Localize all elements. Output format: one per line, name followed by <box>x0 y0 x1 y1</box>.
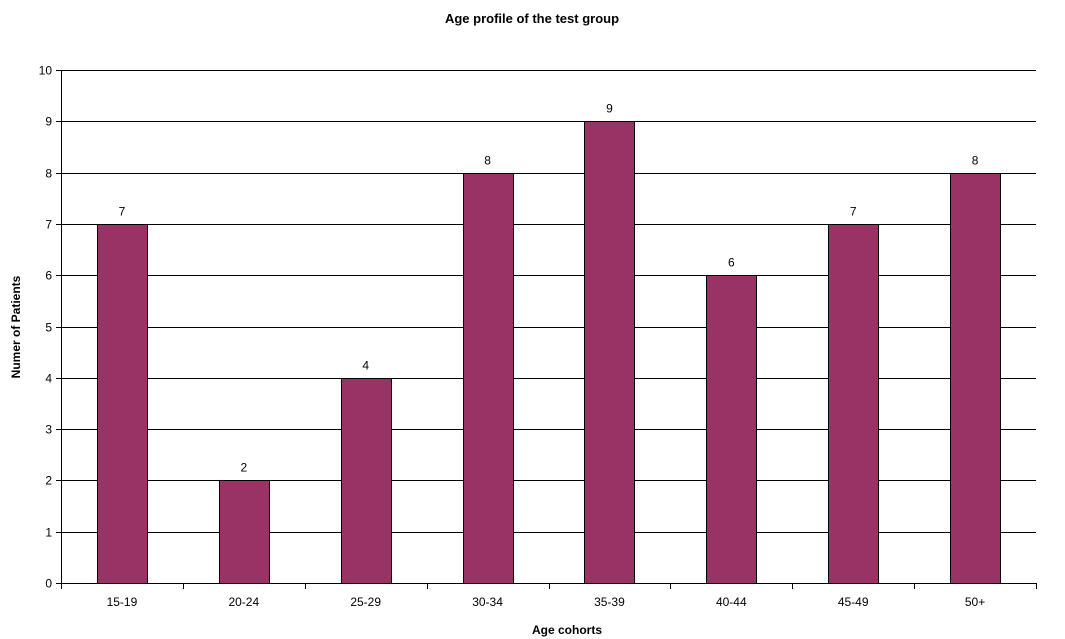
x-tick-label: 40-44 <box>716 595 747 609</box>
data-label: 8 <box>484 154 491 168</box>
y-tick-label: 7 <box>45 218 52 232</box>
y-tick-label: 6 <box>45 269 52 283</box>
y-tick-label: 9 <box>45 115 52 129</box>
data-label: 6 <box>728 256 735 270</box>
x-tick-label: 15-19 <box>107 595 138 609</box>
y-tick-label: 1 <box>45 526 52 540</box>
x-tick-label: 50+ <box>965 595 985 609</box>
data-label: 4 <box>362 359 369 373</box>
bar-45-49 <box>828 224 879 584</box>
axes <box>56 70 1037 589</box>
data-label: 9 <box>606 102 613 116</box>
y-tick-label: 3 <box>45 423 52 437</box>
data-label: 7 <box>119 205 126 219</box>
gridlines <box>61 70 1036 533</box>
labels: 0 1 2 3 4 5 6 7 8 9 10 7 15-19 2 20-24 4 25-29 8 30-34 9 35-… <box>39 64 986 610</box>
x-tick-label: 20-24 <box>228 595 259 609</box>
chart-title: Age profile of the test group <box>445 11 619 26</box>
y-tick-label: 4 <box>45 372 52 386</box>
data-label: 2 <box>240 461 247 475</box>
y-tick-label: 8 <box>45 167 52 181</box>
x-tick-label: 30-34 <box>472 595 503 609</box>
bar-25-29 <box>341 378 392 584</box>
bar-50+ <box>950 173 1001 584</box>
data-label: 7 <box>850 205 857 219</box>
bar-40-44 <box>706 275 757 584</box>
bar-20-24 <box>219 480 270 584</box>
bar-30-34 <box>463 173 514 584</box>
x-tick-label: 45-49 <box>838 595 869 609</box>
data-label: 8 <box>972 154 979 168</box>
bars <box>97 121 1001 584</box>
x-tick-label: 35-39 <box>594 595 625 609</box>
y-tick-label: 5 <box>45 321 52 335</box>
bar-15-19 <box>97 224 148 584</box>
x-tick-label: 25-29 <box>350 595 381 609</box>
y-tick-label: 0 <box>45 577 52 591</box>
bar-35-39 <box>584 121 635 584</box>
x-axis-title: Age cohorts <box>532 623 602 637</box>
y-axis-title: Numer of Patients <box>9 275 23 378</box>
y-tick-label: 2 <box>45 474 52 488</box>
y-tick-label: 10 <box>39 64 53 78</box>
